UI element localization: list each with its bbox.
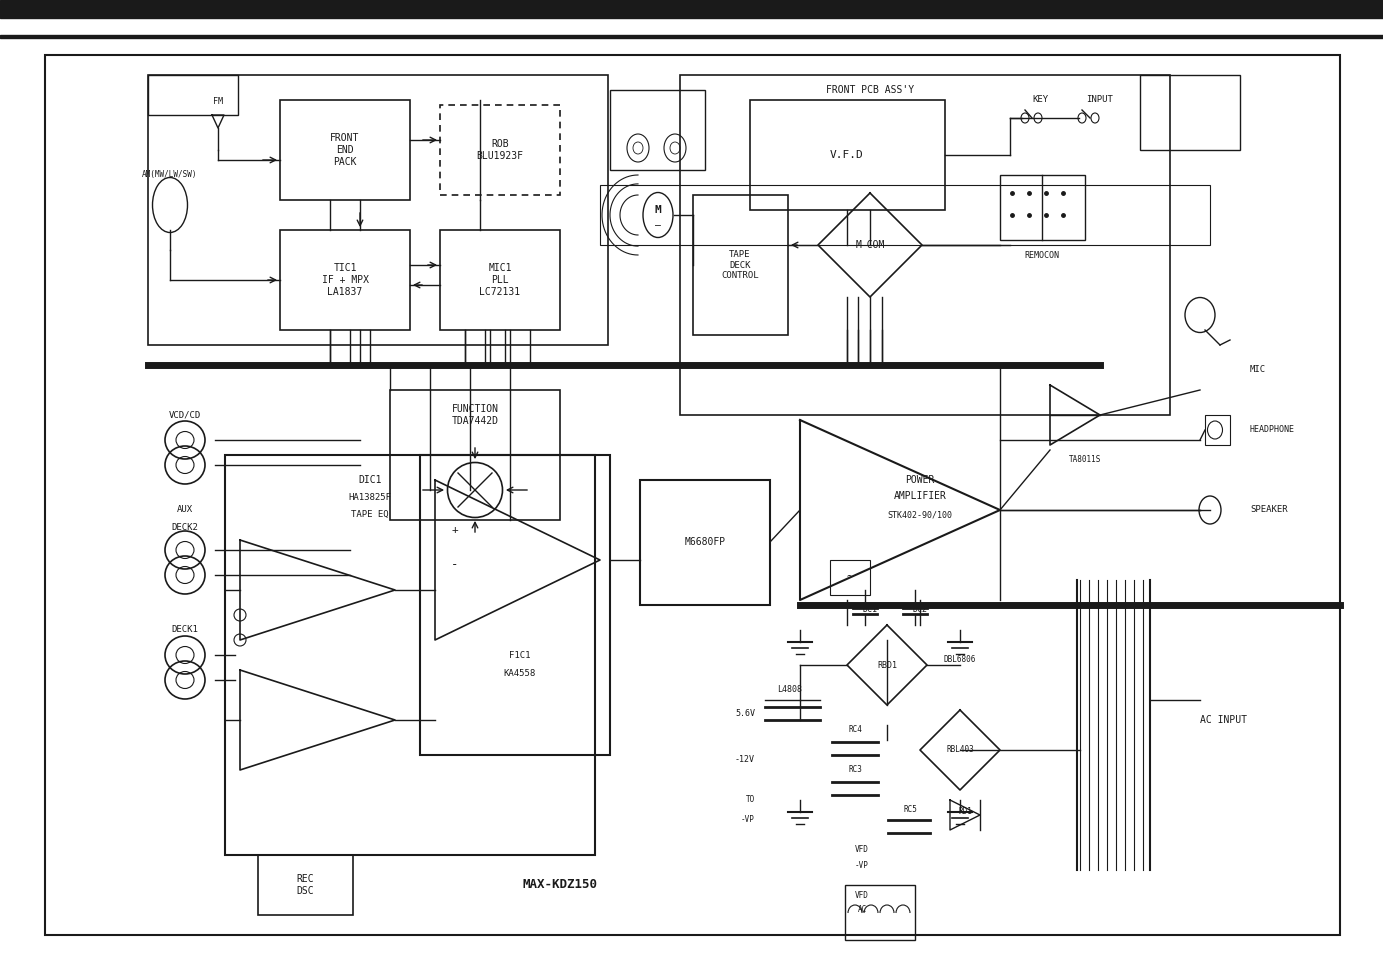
Bar — [420, 455, 610, 755]
Text: TAPE EQ: TAPE EQ — [351, 510, 389, 519]
Text: KA4558: KA4558 — [503, 668, 537, 678]
Text: FM: FM — [213, 97, 223, 106]
Text: AM(MW/LW/SW): AM(MW/LW/SW) — [142, 171, 198, 179]
Text: TIC1
IF + MPX
LA1837: TIC1 IF + MPX LA1837 — [321, 263, 368, 297]
Text: VCD/CD: VCD/CD — [169, 411, 201, 419]
Text: RBD1: RBD1 — [877, 660, 898, 670]
Bar — [0, 35, 1383, 38]
Bar — [830, 560, 870, 595]
Text: SPEAKER: SPEAKER — [1250, 505, 1288, 515]
Text: AUX: AUX — [177, 505, 194, 515]
Bar — [440, 105, 560, 195]
Text: TAPE
DECK
CONTROL: TAPE DECK CONTROL — [721, 250, 759, 280]
Bar — [610, 90, 705, 170]
Text: AC INPUT: AC INPUT — [1200, 715, 1247, 725]
Bar — [0, 0, 1383, 18]
Text: TO: TO — [745, 795, 755, 805]
Text: FRONT PCB ASS'Y: FRONT PCB ASS'Y — [826, 85, 914, 95]
Text: V.F.D: V.F.D — [830, 150, 864, 160]
Text: TA8011S: TA8011S — [1069, 456, 1101, 465]
Bar — [1205, 415, 1229, 445]
Text: KEY: KEY — [1032, 95, 1048, 104]
Text: DC2: DC2 — [913, 605, 928, 614]
Bar — [693, 195, 788, 335]
Text: RC5: RC5 — [903, 806, 917, 815]
Bar — [148, 75, 238, 115]
Text: -VP: -VP — [741, 816, 755, 824]
Bar — [259, 855, 353, 915]
Text: REMOCON: REMOCON — [1025, 251, 1059, 259]
Text: FRONT
END
PACK: FRONT END PACK — [331, 133, 360, 167]
Text: AC: AC — [857, 905, 867, 915]
Bar — [1140, 75, 1241, 150]
Text: AMPLIFIER: AMPLIFIER — [893, 491, 946, 501]
Text: VFD: VFD — [855, 891, 869, 899]
Text: L4808: L4808 — [777, 685, 802, 694]
Text: -: - — [451, 558, 459, 572]
Text: M-COM: M-COM — [855, 240, 885, 250]
Text: MIC1
PLL
LC72131: MIC1 PLL LC72131 — [480, 263, 520, 297]
Bar — [1000, 175, 1086, 240]
Text: RD1: RD1 — [958, 808, 972, 817]
Bar — [440, 230, 560, 330]
Text: MAX-KDZ150: MAX-KDZ150 — [523, 878, 597, 892]
Text: POWER: POWER — [906, 475, 935, 485]
Text: DIC1: DIC1 — [358, 475, 382, 485]
Text: -VP: -VP — [855, 861, 869, 870]
Bar — [845, 885, 916, 940]
Text: DBL6806: DBL6806 — [943, 656, 976, 664]
Text: REC
DSC: REC DSC — [296, 874, 314, 896]
Bar — [600, 185, 1210, 245]
Bar — [640, 480, 770, 605]
Text: HA13825F: HA13825F — [349, 493, 391, 501]
Bar — [390, 390, 560, 520]
Bar — [750, 100, 945, 210]
Text: +: + — [452, 525, 458, 535]
Text: DECK2: DECK2 — [171, 522, 198, 531]
Text: ROB
BLU1923F: ROB BLU1923F — [477, 139, 524, 161]
Bar — [225, 455, 595, 855]
Text: -12V: -12V — [734, 756, 755, 764]
Text: RC3: RC3 — [848, 765, 862, 774]
Text: ~: ~ — [846, 571, 853, 583]
Text: FUNCTION
TDA7442D: FUNCTION TDA7442D — [451, 404, 498, 426]
Text: VFD: VFD — [855, 845, 869, 854]
Text: MIC: MIC — [1250, 365, 1265, 374]
Bar — [148, 75, 609, 345]
Text: DC1: DC1 — [863, 605, 877, 614]
Text: RC4: RC4 — [848, 726, 862, 735]
Text: HEADPHONE: HEADPHONE — [1250, 425, 1294, 435]
Bar — [680, 75, 1170, 415]
Text: M6680FP: M6680FP — [685, 537, 726, 547]
Text: STK402-90/100: STK402-90/100 — [888, 511, 953, 520]
Text: M: M — [654, 205, 661, 215]
Text: —: — — [656, 220, 661, 230]
Text: F1C1: F1C1 — [509, 651, 531, 659]
Text: RBL403: RBL403 — [946, 745, 974, 755]
Bar — [279, 230, 409, 330]
Text: 5.6V: 5.6V — [734, 709, 755, 717]
Text: INPUT: INPUT — [1087, 95, 1113, 104]
Bar — [279, 100, 409, 200]
Text: DECK1: DECK1 — [171, 626, 198, 634]
